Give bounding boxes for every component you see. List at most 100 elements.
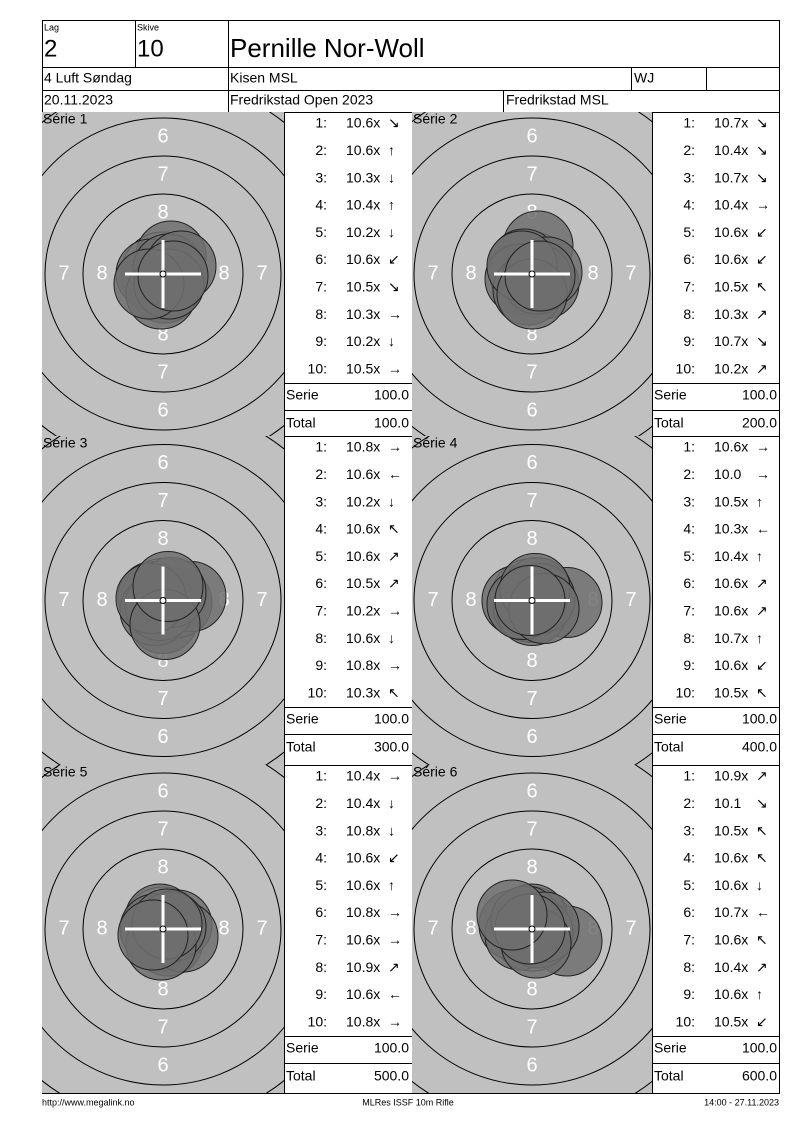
serie-score: 100.0 <box>374 387 409 403</box>
ring-label: 7 <box>157 818 168 840</box>
series-label: Série 1 <box>43 111 88 127</box>
serie-score: 100.0 <box>374 711 409 727</box>
series-label: Série 6 <box>413 764 458 780</box>
shot-number: 1: <box>683 439 695 455</box>
shot-score: 10.6x <box>714 877 748 893</box>
shot-number: 6: <box>315 575 327 591</box>
shot-direction: → <box>756 439 770 455</box>
ring <box>412 772 652 1086</box>
ring-label: 6 <box>157 399 168 421</box>
shot-score: 10.9x <box>346 959 380 975</box>
shot-score: 10.3x <box>714 521 748 537</box>
lag-label: Lag <box>44 22 59 32</box>
shot-score: 10.8x <box>346 439 380 455</box>
ring-label: 6 <box>526 399 537 421</box>
ring <box>413 155 651 393</box>
ring-label: 7 <box>625 917 636 939</box>
shot-direction: ↓ <box>388 795 395 811</box>
total-score: 300.0 <box>374 739 409 755</box>
shot-score: 10.6x <box>346 877 380 893</box>
skive-label: Skive <box>137 22 159 32</box>
date: 20.11.2023 <box>44 92 113 108</box>
total-score: 600.0 <box>742 1068 777 1084</box>
shot-direction: ↗ <box>756 768 768 784</box>
shot-direction: ↑ <box>388 142 395 158</box>
shot-number: 3: <box>315 822 327 838</box>
total-label: Total <box>654 739 684 755</box>
shot-number: 1: <box>683 115 695 131</box>
ring <box>451 520 613 681</box>
ring-label: 7 <box>625 262 636 284</box>
shot-score: 10.5x <box>346 360 380 376</box>
ring-label: 8 <box>587 262 598 284</box>
ring-label: 8 <box>157 978 168 1000</box>
ring-label: 7 <box>157 1016 168 1038</box>
ring-label: 8 <box>465 262 476 284</box>
shot-score: 10.5x <box>346 575 380 591</box>
serie-label: Serie <box>654 387 687 403</box>
shot-score: 10.6x <box>346 521 380 537</box>
club: Kisen MSL <box>230 70 298 86</box>
shot-score: 10.6x <box>714 603 748 619</box>
ring <box>82 193 244 355</box>
ring <box>44 155 282 393</box>
shot-score: 10.7x <box>714 115 748 131</box>
serie-label: Serie <box>286 387 319 403</box>
ring-label: 8 <box>526 323 537 345</box>
ring-label: 8 <box>157 323 168 345</box>
shot-score: 10.6x <box>346 850 380 866</box>
shot-score: 10.0 <box>714 466 741 482</box>
shot-direction: ↓ <box>388 822 395 838</box>
shot-score: 10.5x <box>714 493 748 509</box>
shot-direction: ↘ <box>756 142 768 158</box>
shot-score: 10.6x <box>346 466 380 482</box>
shot-score: 10.3x <box>346 169 380 185</box>
shot-direction: ↙ <box>388 251 400 267</box>
total-score: 200.0 <box>742 415 777 431</box>
shot-number: 2: <box>683 795 695 811</box>
shot-number: 7: <box>315 603 327 619</box>
shooter-name: Pernille Nor-Woll <box>230 33 425 63</box>
total-score: 400.0 <box>742 739 777 755</box>
shot-direction: → <box>756 466 770 482</box>
shot-direction: ↘ <box>756 115 768 131</box>
shot-number: 5: <box>315 548 327 564</box>
shot-direction: ↙ <box>756 1013 768 1029</box>
shot-direction: ↘ <box>756 169 768 185</box>
shot-score: 10.1 <box>714 795 741 811</box>
ring-label: 7 <box>427 262 438 284</box>
shot-score: 10.6x <box>714 439 748 455</box>
shot-number: 5: <box>315 224 327 240</box>
ring-label: 7 <box>157 163 168 185</box>
center <box>528 270 536 278</box>
shot-number: 4: <box>683 521 695 537</box>
ring-label: 6 <box>526 726 537 748</box>
shot-number: 8: <box>683 959 695 975</box>
ring-label: 7 <box>256 589 267 611</box>
shot-direction: → <box>388 904 402 920</box>
shot-score: 10.6x <box>714 575 748 591</box>
shot-number: 9: <box>683 657 695 673</box>
shot-direction: ↖ <box>388 684 400 700</box>
shot-score: 10.9x <box>714 768 748 784</box>
shot-direction: ↙ <box>388 850 400 866</box>
ring <box>44 482 282 719</box>
shot-number: 9: <box>683 986 695 1002</box>
ring <box>451 848 613 1010</box>
ring-label: 8 <box>96 262 107 284</box>
shot-score: 10.3x <box>346 684 380 700</box>
shot-score: 10.7x <box>714 333 748 349</box>
total-label: Total <box>654 1068 684 1084</box>
shot-number: 4: <box>683 850 695 866</box>
shot-score: 10.8x <box>346 657 380 673</box>
serie-score: 100.0 <box>742 387 777 403</box>
shot-direction: ↘ <box>756 795 768 811</box>
ring-label: 7 <box>526 163 537 185</box>
total-label: Total <box>286 739 316 755</box>
ring-label: 7 <box>58 262 69 284</box>
shot-number: 7: <box>683 932 695 948</box>
ring-label: 6 <box>157 125 168 147</box>
ring-label: 7 <box>427 589 438 611</box>
shot-score: 10.6x <box>714 986 748 1002</box>
